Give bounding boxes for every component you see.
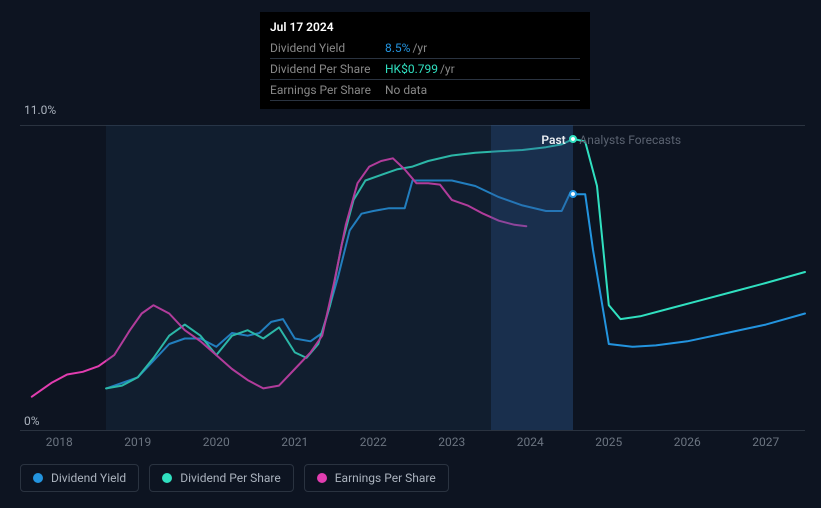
x-tick: 2019 (124, 435, 151, 449)
x-tick: 2022 (360, 435, 387, 449)
legend-item[interactable]: Dividend Per Share (149, 464, 294, 492)
legend-label: Earnings Per Share (335, 471, 436, 485)
tooltip-label: Dividend Per Share (270, 62, 385, 76)
tooltip-value: No data (385, 83, 427, 97)
tooltip-row: Dividend Yield8.5%/yr (270, 38, 580, 59)
tooltip-row: Earnings Per ShareNo data (270, 80, 580, 101)
legend-label: Dividend Per Share (180, 471, 281, 485)
tooltip-label: Dividend Yield (270, 41, 385, 55)
past-label: Past (541, 133, 565, 147)
chart-tooltip: Jul 17 2024 Dividend Yield8.5%/yrDividen… (260, 12, 590, 109)
chart-svg (20, 125, 805, 430)
tooltip-rows: Dividend Yield8.5%/yrDividend Per ShareH… (270, 38, 580, 101)
legend-dot-icon (317, 473, 327, 483)
tooltip-value: HK$0.799 (385, 62, 438, 76)
series-marker (569, 190, 577, 198)
tooltip-date: Jul 17 2024 (270, 20, 580, 34)
forecast-label: Analysts Forecasts (579, 133, 681, 147)
tooltip-row: Dividend Per ShareHK$0.799/yr (270, 59, 580, 80)
x-tick: 2024 (517, 435, 544, 449)
x-tick: 2025 (595, 435, 622, 449)
y-axis-bottom-label: 0% (24, 414, 40, 428)
tooltip-suffix: /yr (412, 41, 427, 55)
legend-item[interactable]: Dividend Yield (20, 464, 139, 492)
gridline-top (20, 125, 805, 126)
tooltip-suffix: /yr (440, 62, 455, 76)
chart: 11.0% Past Analysts Forecasts 0% 2018201… (20, 105, 805, 448)
tooltip-value: 8.5% (385, 41, 410, 55)
legend-item[interactable]: Earnings Per Share (304, 464, 449, 492)
y-axis-top-label: 11.0% (24, 103, 56, 117)
legend-label: Dividend Yield (51, 471, 126, 485)
x-tick: 2021 (281, 435, 308, 449)
x-tick: 2023 (438, 435, 465, 449)
legend: Dividend Yield Dividend Per Share Earnings… (20, 464, 449, 492)
x-tick: 2018 (46, 435, 73, 449)
series-marker (569, 135, 577, 143)
x-tick: 2027 (752, 435, 779, 449)
tooltip-label: Earnings Per Share (270, 83, 385, 97)
legend-dot-icon (162, 473, 172, 483)
series-line (32, 158, 527, 396)
legend-dot-icon (33, 473, 43, 483)
x-tick: 2020 (203, 435, 230, 449)
x-axis: 2018 2019 2020 2021 2022 2023 2024 2025 2026 2027 (20, 430, 805, 448)
x-tick: 2026 (674, 435, 701, 449)
plot-area[interactable]: Past Analysts Forecasts (20, 125, 805, 430)
series-line (106, 181, 805, 389)
